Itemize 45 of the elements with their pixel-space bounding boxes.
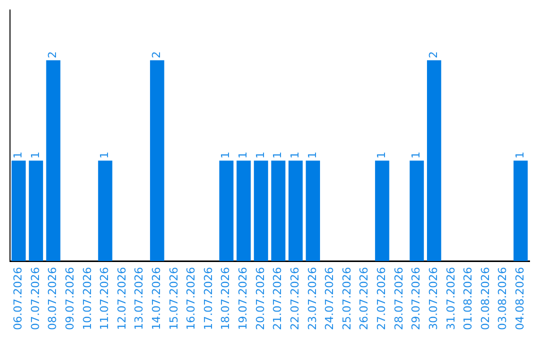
x-tick-label: 08.07.2026 (46, 267, 60, 330)
data-label: 1 (306, 152, 319, 159)
x-tick-label: 14.07.2026 (150, 267, 163, 330)
data-label: 1 (375, 152, 388, 159)
data-label: 1 (254, 152, 267, 159)
x-tick-label: 28.07.2026 (392, 267, 406, 330)
x-tick-label: 07.07.2026 (28, 267, 42, 330)
data-label: 1 (219, 152, 232, 159)
x-tick-label: 20.07.2026 (254, 267, 267, 330)
x-tick-label: 27.07.2026 (375, 267, 388, 330)
data-label: 2 (426, 51, 440, 58)
x-tick-label: 23.07.2026 (306, 267, 319, 330)
x-tick-label: 19.07.2026 (236, 267, 250, 330)
x-tick-label: 01.08.2026 (462, 267, 475, 330)
x-tick-label: 26.07.2026 (358, 267, 371, 330)
data-label: 1 (236, 152, 250, 159)
data-label: 2 (150, 51, 163, 58)
data-label: 1 (513, 152, 526, 159)
x-tick-label: 18.07.2026 (219, 267, 232, 330)
x-tick-label: 24.07.2026 (323, 267, 336, 330)
x-tick-label: 16.07.2026 (184, 267, 198, 330)
x-tick-label: 25.07.2026 (340, 267, 354, 330)
data-label: 1 (271, 152, 284, 159)
x-tick-label: 13.07.2026 (132, 267, 146, 330)
x-tick-label: 22.07.2026 (288, 267, 302, 330)
x-tick-label: 17.07.2026 (202, 267, 215, 330)
x-tick-label: 11.07.2026 (98, 267, 112, 330)
x-tick-label: 12.07.2026 (115, 267, 128, 330)
x-tick-label: 30.07.2026 (426, 267, 440, 330)
data-label: 2 (46, 51, 60, 58)
data-label: 1 (98, 152, 112, 159)
x-tick-label: 21.07.2026 (271, 267, 284, 330)
x-tick-label: 10.07.2026 (80, 267, 94, 330)
x-tick-label: 09.07.2026 (63, 267, 76, 330)
x-tick-label: 31.07.2026 (444, 267, 458, 330)
data-label: 1 (288, 152, 302, 159)
x-tick-label: 03.08.2026 (496, 267, 510, 330)
data-label: 1 (410, 152, 423, 159)
data-label: 1 (28, 152, 42, 159)
x-tick-label: 29.07.2026 (410, 267, 423, 330)
x-tick-label: 15.07.2026 (167, 267, 180, 330)
x-tick-label: 06.07.2026 (12, 267, 25, 330)
x-tick-label: 02.08.2026 (478, 267, 492, 330)
data-label: 1 (12, 152, 25, 159)
x-tick-label: 04.08.2026 (513, 267, 526, 330)
